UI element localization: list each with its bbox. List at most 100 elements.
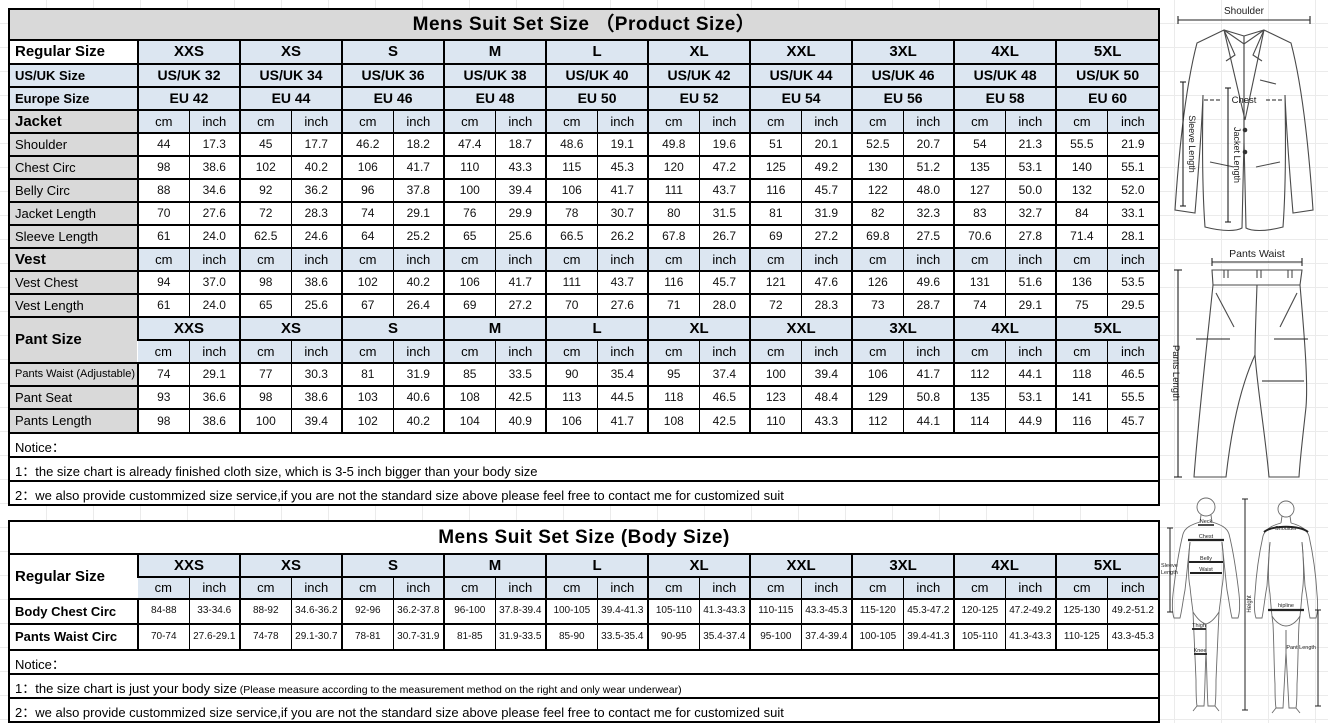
data-cell-cm: 66.5 xyxy=(545,224,598,248)
data-cell-inch: 55.1 xyxy=(1106,155,1159,179)
data-cell-cm: 110 xyxy=(749,408,802,432)
unit-inch-cell: inch xyxy=(290,247,343,271)
data-cell-inch: 35.4-37.4 xyxy=(698,623,751,649)
data-cell-inch: 47.6 xyxy=(800,270,853,294)
data-cell-inch: 42.5 xyxy=(494,385,547,409)
data-cell-cm: 90-95 xyxy=(647,623,700,649)
data-cell-cm: 88 xyxy=(137,178,189,202)
unit-inch-cell: inch xyxy=(800,339,853,363)
data-cell-inch: 25.6 xyxy=(290,293,343,317)
data-cell-cm: 76 xyxy=(443,201,496,225)
unit-cm-cell: cm xyxy=(137,247,189,271)
section-label: Jacket xyxy=(10,109,138,133)
data-cell-cm: 55.5 xyxy=(1055,132,1108,156)
data-cell-inch: 53.5 xyxy=(1106,270,1159,294)
data-cell-cm: 113 xyxy=(545,385,598,409)
product-notice-2: 2：we also provide custommized size servi… xyxy=(10,480,1158,504)
data-cell-inch: 39.4-41.3 xyxy=(596,598,649,624)
row-label: Body Chest Circ xyxy=(10,598,138,624)
size-header-cell: 5XL xyxy=(1055,41,1159,64)
jacket-diagram: Shoulder Chest Jacket Length Sleeve Leng… xyxy=(1162,0,1326,240)
unit-cm-cell: cm xyxy=(647,576,700,599)
unit-cm-cell: cm xyxy=(851,247,904,271)
data-cell-inch: 28.1 xyxy=(1106,224,1159,248)
unit-cm-cell: cm xyxy=(545,339,598,363)
unit-inch-cell: inch xyxy=(392,247,445,271)
us-uk-size-cell: US/UK 34 xyxy=(239,63,343,87)
data-cell-cm: 110 xyxy=(443,155,496,179)
data-cell-cm: 88-92 xyxy=(239,598,292,624)
data-cell-inch: 46.5 xyxy=(1106,362,1159,386)
unit-cm-cell: cm xyxy=(239,339,292,363)
us-uk-size-cell: US/UK 46 xyxy=(851,63,955,87)
data-cell-cm: 106 xyxy=(341,155,394,179)
body-pant-length-label: Pant Length xyxy=(1286,645,1316,651)
data-cell-cm: 47.4 xyxy=(443,132,496,156)
data-cell-cm: 67.8 xyxy=(647,224,700,248)
unit-inch-cell: inch xyxy=(392,109,445,133)
data-cell-inch: 27.2 xyxy=(494,293,547,317)
data-cell-cm: 74 xyxy=(341,201,394,225)
data-cell-inch: 29.5 xyxy=(1106,293,1159,317)
body-notice-2: 2：we also provide custommized size servi… xyxy=(10,697,1158,721)
unit-inch-cell: inch xyxy=(902,576,955,599)
data-cell-inch: 41.7 xyxy=(494,270,547,294)
data-cell-inch: 28.7 xyxy=(902,293,955,317)
data-cell-cm: 82 xyxy=(851,201,904,225)
row-label: Pants Waist Circ xyxy=(10,623,138,649)
data-cell-cm: 105-110 xyxy=(953,623,1006,649)
data-cell-inch: 30.7-31.9 xyxy=(392,623,445,649)
data-cell-cm: 52.5 xyxy=(851,132,904,156)
product-notice-1: 1：the size chart is already finished clo… xyxy=(10,456,1158,480)
data-cell-inch: 27.6 xyxy=(596,293,649,317)
body-waist-label: Waist xyxy=(1199,567,1213,573)
data-cell-cm: 102 xyxy=(239,155,292,179)
data-cell-cm: 98 xyxy=(137,155,189,179)
data-cell-cm: 110-115 xyxy=(749,598,802,624)
data-cell-inch: 37.8 xyxy=(392,178,445,202)
data-cell-inch: 28.3 xyxy=(290,201,343,225)
data-cell-inch: 42.5 xyxy=(698,408,751,432)
unit-inch-cell: inch xyxy=(290,576,343,599)
body-size-grid: Regular Size XXS XS S M L XL XXL 3XL 4XL 5XL cm inch… xyxy=(10,555,1159,649)
data-cell-cm: 110-125 xyxy=(1055,623,1108,649)
data-cell-inch: 44.1 xyxy=(902,408,955,432)
data-cell-cm: 84 xyxy=(1055,201,1108,225)
jacket-measure-lines xyxy=(1177,16,1311,223)
data-cell-inch: 26.4 xyxy=(392,293,445,317)
data-cell-inch: 33.1 xyxy=(1106,201,1159,225)
data-cell-cm: 48.6 xyxy=(545,132,598,156)
data-cell-cm: 64 xyxy=(341,224,394,248)
data-cell-inch: 17.7 xyxy=(290,132,343,156)
data-cell-cm: 123 xyxy=(749,385,802,409)
data-cell-inch: 46.5 xyxy=(698,385,751,409)
data-cell-inch: 45.7 xyxy=(800,178,853,202)
row-label: Shoulder xyxy=(10,132,138,156)
data-cell-cm: 98 xyxy=(137,408,189,432)
unit-cm-cell: cm xyxy=(953,109,1006,133)
unit-cm-cell: cm xyxy=(545,109,598,133)
data-cell-cm: 96 xyxy=(341,178,394,202)
data-cell-cm: 116 xyxy=(647,270,700,294)
data-cell-cm: 108 xyxy=(443,385,496,409)
data-cell-inch: 21.3 xyxy=(1004,132,1057,156)
data-cell-cm: 92-96 xyxy=(341,598,394,624)
data-cell-cm: 94 xyxy=(137,270,189,294)
data-cell-inch: 31.5 xyxy=(698,201,751,225)
data-cell-cm: 44 xyxy=(137,132,189,156)
data-cell-inch: 37.4 xyxy=(698,362,751,386)
size-header-cell: 4XL xyxy=(953,316,1057,340)
size-header-cell: M xyxy=(443,41,547,64)
data-cell-cm: 106 xyxy=(545,178,598,202)
data-cell-inch: 31.9-33.5 xyxy=(494,623,547,649)
size-header-cell: 4XL xyxy=(953,555,1057,577)
data-cell-inch: 48.0 xyxy=(902,178,955,202)
unit-cm-cell: cm xyxy=(749,576,802,599)
data-cell-cm: 49.8 xyxy=(647,132,700,156)
data-cell-cm: 92 xyxy=(239,178,292,202)
data-cell-inch: 35.4 xyxy=(596,362,649,386)
pants-diagram: Pants Waist Pants Length xyxy=(1162,243,1326,485)
data-cell-inch: 41.3-43.3 xyxy=(1004,623,1057,649)
data-cell-inch: 39.4 xyxy=(494,178,547,202)
data-cell-inch: 33-34.6 xyxy=(188,598,241,624)
